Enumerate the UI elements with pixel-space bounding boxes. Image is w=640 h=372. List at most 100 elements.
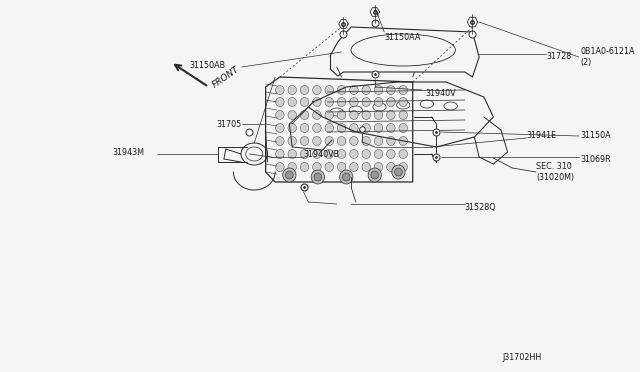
Circle shape — [399, 97, 408, 106]
Circle shape — [362, 137, 371, 145]
Circle shape — [337, 163, 346, 171]
Circle shape — [371, 171, 378, 179]
Circle shape — [325, 137, 333, 145]
Circle shape — [288, 97, 296, 106]
Circle shape — [288, 137, 296, 145]
Circle shape — [342, 173, 350, 181]
Circle shape — [300, 86, 309, 94]
Circle shape — [300, 124, 309, 132]
Circle shape — [368, 168, 381, 182]
Circle shape — [337, 110, 346, 119]
Circle shape — [387, 124, 395, 132]
Circle shape — [349, 150, 358, 158]
Circle shape — [312, 97, 321, 106]
Circle shape — [325, 110, 333, 119]
Text: 31940V: 31940V — [425, 89, 456, 97]
Text: 31069R: 31069R — [580, 154, 611, 164]
Circle shape — [374, 124, 383, 132]
Circle shape — [399, 137, 408, 145]
Text: 0B1A0-6121A
(2): 0B1A0-6121A (2) — [580, 47, 635, 67]
Circle shape — [300, 163, 309, 171]
Text: 31150AB: 31150AB — [189, 61, 226, 70]
Circle shape — [276, 137, 284, 145]
Circle shape — [374, 163, 383, 171]
Circle shape — [399, 124, 408, 132]
Text: 31705: 31705 — [216, 119, 241, 128]
Circle shape — [349, 163, 358, 171]
Text: 31940VB: 31940VB — [303, 150, 340, 158]
Circle shape — [399, 86, 408, 94]
Circle shape — [300, 150, 309, 158]
Circle shape — [337, 137, 346, 145]
Text: J31702HH: J31702HH — [503, 353, 542, 362]
Circle shape — [349, 97, 358, 106]
Circle shape — [349, 110, 358, 119]
Circle shape — [349, 137, 358, 145]
Circle shape — [325, 150, 333, 158]
Circle shape — [362, 150, 371, 158]
Circle shape — [387, 163, 395, 171]
Circle shape — [312, 137, 321, 145]
Circle shape — [288, 110, 296, 119]
Circle shape — [387, 97, 395, 106]
Circle shape — [311, 170, 324, 184]
Circle shape — [276, 163, 284, 171]
Circle shape — [285, 171, 293, 179]
Circle shape — [300, 97, 309, 106]
Circle shape — [337, 124, 346, 132]
Circle shape — [288, 124, 296, 132]
Circle shape — [399, 150, 408, 158]
Text: FRONT: FRONT — [211, 64, 241, 90]
Text: 31941E: 31941E — [527, 131, 557, 140]
Circle shape — [340, 170, 353, 184]
Circle shape — [276, 150, 284, 158]
Text: 31943M: 31943M — [112, 148, 144, 157]
Circle shape — [288, 163, 296, 171]
Circle shape — [283, 168, 296, 182]
Circle shape — [337, 86, 346, 94]
Text: 31150AA: 31150AA — [384, 32, 420, 42]
Circle shape — [337, 97, 346, 106]
Circle shape — [374, 150, 383, 158]
Circle shape — [387, 110, 395, 119]
Circle shape — [325, 124, 333, 132]
Circle shape — [276, 124, 284, 132]
Circle shape — [312, 124, 321, 132]
Circle shape — [362, 124, 371, 132]
Text: 31528Q: 31528Q — [465, 202, 497, 212]
Circle shape — [276, 86, 284, 94]
Circle shape — [276, 110, 284, 119]
Circle shape — [288, 86, 296, 94]
Circle shape — [395, 168, 403, 176]
Circle shape — [312, 86, 321, 94]
Circle shape — [337, 150, 346, 158]
Circle shape — [362, 163, 371, 171]
Text: 31728: 31728 — [547, 51, 572, 61]
Circle shape — [392, 165, 405, 179]
Circle shape — [288, 150, 296, 158]
Circle shape — [362, 86, 371, 94]
Circle shape — [276, 97, 284, 106]
Circle shape — [314, 173, 322, 181]
Circle shape — [312, 163, 321, 171]
Circle shape — [349, 86, 358, 94]
Circle shape — [374, 86, 383, 94]
Circle shape — [374, 110, 383, 119]
Circle shape — [399, 110, 408, 119]
Circle shape — [399, 163, 408, 171]
Circle shape — [362, 97, 371, 106]
Text: 31150A: 31150A — [580, 131, 611, 140]
Circle shape — [312, 150, 321, 158]
Circle shape — [387, 150, 395, 158]
Circle shape — [374, 97, 383, 106]
Text: SEC. 310
(31020M): SEC. 310 (31020M) — [536, 162, 574, 182]
Circle shape — [374, 137, 383, 145]
Circle shape — [300, 137, 309, 145]
Circle shape — [349, 124, 358, 132]
Circle shape — [362, 110, 371, 119]
Circle shape — [325, 86, 333, 94]
Circle shape — [300, 110, 309, 119]
Circle shape — [325, 163, 333, 171]
Circle shape — [312, 110, 321, 119]
Circle shape — [387, 137, 395, 145]
